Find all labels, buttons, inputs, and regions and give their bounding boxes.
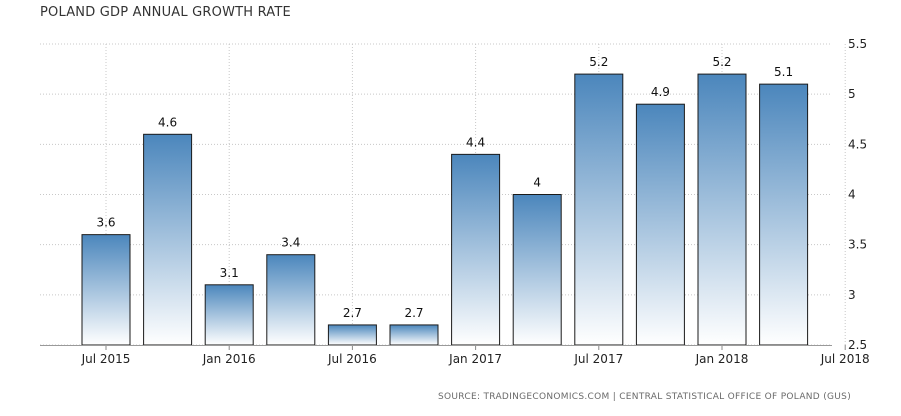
y-tick-label: 3 [848, 288, 856, 302]
bar [512, 194, 562, 346]
bar-value-label: 5.2 [712, 55, 731, 69]
bar-value-label: 4.4 [466, 135, 485, 149]
y-tick-label: 4 [848, 188, 856, 202]
x-tick-label: Jul 2015 [81, 352, 131, 366]
bar-value-label: 4 [533, 176, 541, 190]
bar [204, 284, 254, 346]
bar-value-label: 3.6 [96, 216, 115, 230]
x-tick-label: Jul 2017 [573, 352, 623, 366]
bar [759, 83, 809, 346]
bar-value-label: 3.4 [281, 236, 300, 250]
y-tick-label: 2.5 [848, 338, 867, 352]
source-note: SOURCE: TRADINGECONOMICS.COM | CENTRAL S… [438, 392, 851, 402]
bar [574, 73, 624, 346]
x-tick-label: Jan 2016 [202, 352, 256, 366]
chart-title: POLAND GDP ANNUAL GROWTH RATE [40, 5, 291, 20]
bar [266, 254, 316, 346]
y-tick-label: 4.5 [848, 137, 867, 151]
bar [143, 133, 193, 346]
bar [389, 324, 439, 346]
y-tick-label: 5 [848, 87, 856, 101]
x-tick-label: Jul 2016 [327, 352, 377, 366]
bar [635, 103, 685, 346]
x-tick-label: Jul 2018 [820, 352, 870, 366]
x-tick-label: Jan 2017 [448, 352, 502, 366]
bar [81, 234, 131, 346]
y-tick-label: 5.5 [848, 37, 867, 51]
bars: 3.6 4.6 3.1 3.4 2.7 2.7 4.4 4 5.2 4.9 5.2 5.1 [81, 55, 809, 346]
bar-value-label: 4.6 [158, 115, 177, 129]
bar-value-label: 4.9 [651, 85, 670, 99]
bar-value-label: 3.1 [220, 266, 239, 280]
bar [451, 153, 501, 346]
x-tick-label: Jan 2018 [695, 352, 749, 366]
bar-value-label: 5.2 [589, 55, 608, 69]
bar-value-label: 2.7 [343, 306, 362, 320]
axes: 2.5 3 3.5 4 4.5 5 5.5 Jul 2015 Jan 2016 Jul 2016 J… [40, 37, 870, 366]
y-tick-label: 3.5 [848, 238, 867, 252]
bar [697, 73, 747, 346]
bar-value-label: 2.7 [404, 306, 423, 320]
bar [327, 324, 377, 346]
bar-value-label: 5.1 [774, 65, 793, 79]
